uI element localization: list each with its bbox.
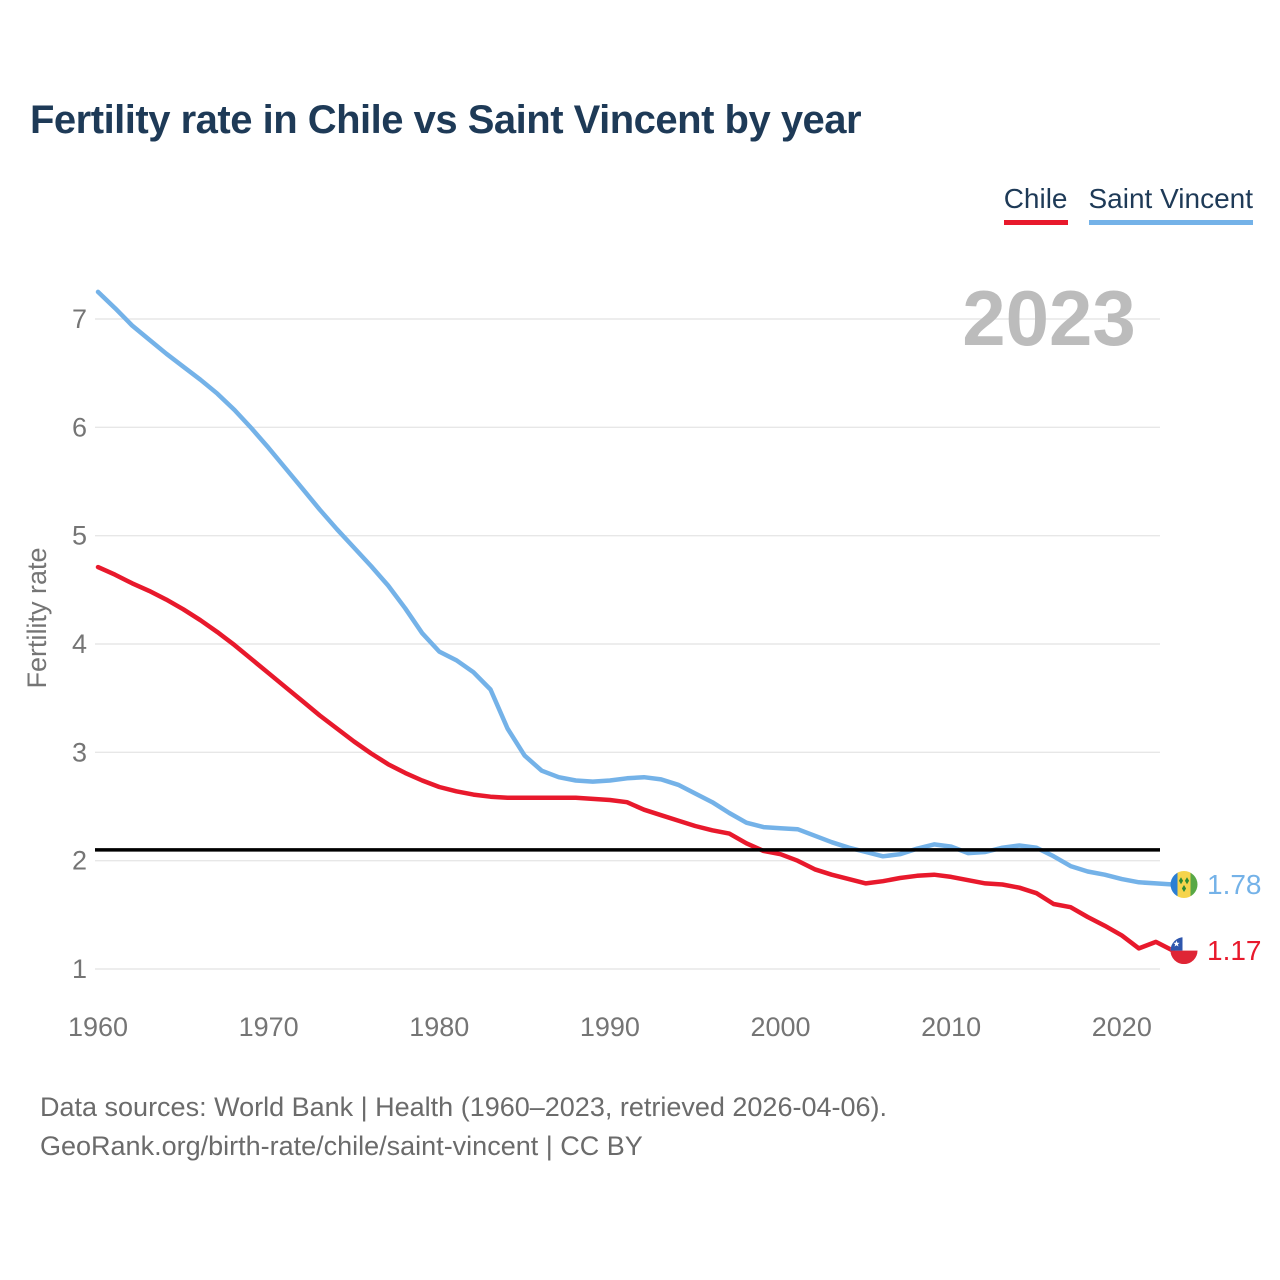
chile-end-value: 1.17	[1207, 935, 1262, 966]
legend-item-chile[interactable]: Chile	[1003, 183, 1068, 225]
y-tick-label: 7	[72, 304, 87, 334]
x-tick-label: 1960	[68, 1012, 128, 1042]
legend-item-saint-vincent[interactable]: Saint Vincent	[1088, 183, 1253, 225]
y-tick-label: 2	[72, 846, 87, 876]
x-tick-label: 1970	[239, 1012, 299, 1042]
y-axis-label: Fertility rate	[22, 547, 52, 688]
page-title: Fertility rate in Chile vs Saint Vincent…	[30, 98, 862, 142]
x-tick-label: 1980	[409, 1012, 469, 1042]
x-tick-label: 2000	[751, 1012, 811, 1042]
saint-vincent-end-value: 1.78	[1207, 869, 1262, 900]
gridlines	[95, 318, 1160, 970]
source-line-1: Data sources: World Bank | Health (1960–…	[40, 1092, 887, 1122]
y-tick-label: 3	[72, 737, 87, 767]
legend: Chile Saint Vincent	[1003, 183, 1253, 225]
saint-vincent-line[interactable]	[95, 289, 1176, 887]
x-tick-label: 2010	[921, 1012, 981, 1042]
y-axis-ticks: 1 2 3 4 5 6 7	[72, 304, 87, 984]
saint-vincent-flag-icon	[1170, 871, 1198, 898]
source-line-2: GeoRank.org/birth-rate/chile/saint-vince…	[40, 1131, 643, 1161]
y-tick-label: 1	[72, 954, 87, 984]
y-tick-label: 6	[72, 412, 87, 442]
source-footer: Data sources: World Bank | Health (1960–…	[40, 1088, 887, 1166]
chile-line[interactable]	[95, 564, 1176, 953]
y-tick-label: 5	[72, 521, 87, 551]
y-tick-label: 4	[72, 629, 87, 659]
chile-flag-icon	[1170, 937, 1198, 965]
x-tick-label: 2020	[1092, 1012, 1152, 1042]
x-tick-label: 1990	[580, 1012, 640, 1042]
watermark-year: 2023	[962, 274, 1136, 362]
x-axis-ticks: 1960 1970 1980 1990 2000 2010 2020	[68, 1012, 1152, 1042]
